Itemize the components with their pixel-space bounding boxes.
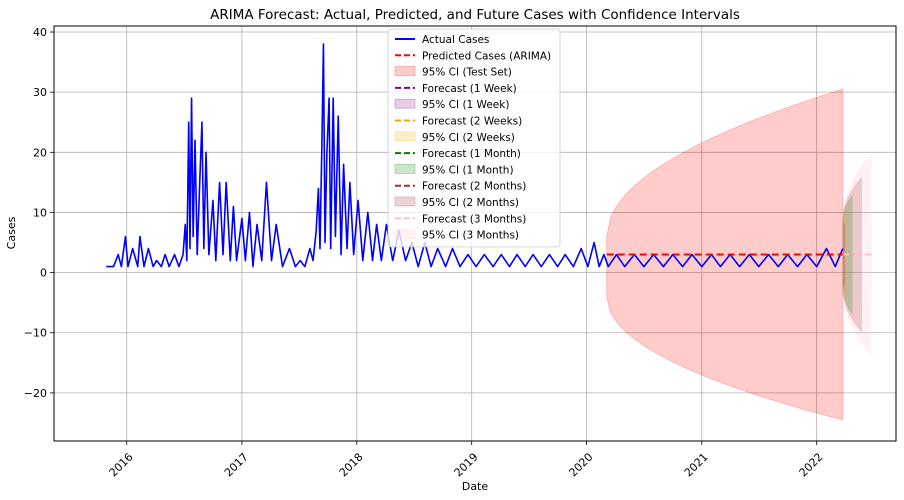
- legend-label: Predicted Cases (ARIMA): [422, 50, 551, 62]
- legend-label: Forecast (2 Months): [422, 181, 526, 193]
- legend: Actual Cases Predicted Cases (ARIMA) 95% C…: [387, 28, 561, 248]
- legend-swatch: [394, 163, 416, 174]
- ci-band-test-set: [606, 88, 844, 421]
- legend-label: 95% CI (1 Week): [422, 99, 509, 111]
- legend-label: 95% CI (2 Months): [422, 197, 519, 209]
- y-tick-label: −10: [24, 327, 47, 340]
- legend-swatch: [394, 131, 416, 142]
- legend-swatch: [394, 229, 416, 240]
- ci-band-forecast: [842, 176, 863, 333]
- legend-label: Forecast (1 Week): [422, 83, 517, 95]
- y-tick-label: 30: [33, 86, 47, 99]
- legend-label: 95% CI (3 Months): [422, 230, 519, 242]
- y-axis-ticks: 40 30 20 10 0 −10 −20: [24, 26, 54, 400]
- legend-swatch: [394, 98, 416, 109]
- y-tick-label: 0: [40, 267, 47, 280]
- legend-label: Forecast (2 Weeks): [422, 116, 522, 128]
- y-tick-label: 40: [33, 26, 47, 39]
- y-tick-label: 10: [33, 206, 47, 219]
- legend-label: 95% CI (2 Weeks): [422, 132, 515, 144]
- legend-box: [387, 28, 561, 248]
- x-axis-label: Date: [462, 480, 489, 493]
- legend-label: 95% CI (Test Set): [422, 67, 512, 79]
- legend-label: Forecast (1 Month): [422, 148, 521, 160]
- y-axis-label: Cases: [5, 216, 18, 249]
- legend-label: 95% CI (1 Month): [422, 164, 514, 176]
- chart-title: ARIMA Forecast: Actual, Predicted, and F…: [210, 7, 740, 23]
- legend-swatch: [394, 196, 416, 207]
- series-lines: [106, 43, 844, 268]
- legend-label: Forecast (3 Months): [422, 213, 526, 225]
- confidence-bands: [606, 88, 872, 421]
- legend-label: Actual Cases: [422, 34, 489, 46]
- y-tick-label: 20: [33, 146, 47, 159]
- y-tick-label: −20: [24, 387, 47, 400]
- actual-cases-line: [106, 43, 844, 268]
- plot-frame: [53, 25, 897, 442]
- legend-swatch: [394, 66, 416, 76]
